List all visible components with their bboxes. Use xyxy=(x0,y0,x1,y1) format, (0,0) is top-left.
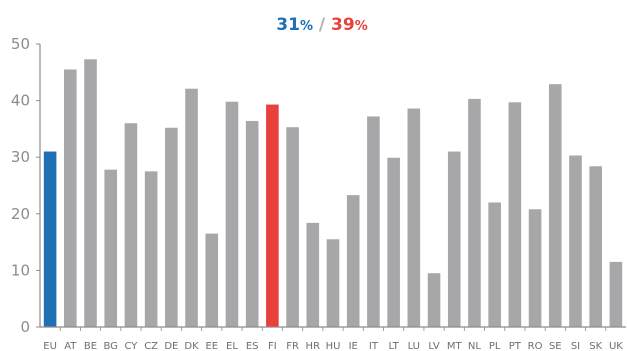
bar-pt xyxy=(508,102,522,327)
x-tick-label-eu: EU xyxy=(43,341,57,351)
bar-cy xyxy=(124,123,138,328)
bar-de xyxy=(165,127,178,327)
bar-pl xyxy=(488,202,501,327)
x-tick-label-uk: UK xyxy=(609,341,623,351)
x-tick-label-it: IT xyxy=(369,341,379,351)
x-tick-label-cy: CY xyxy=(124,341,138,351)
x-tick-label-sk: SK xyxy=(589,341,602,351)
bar-eu xyxy=(43,151,57,327)
headline-country-unit: % xyxy=(355,19,368,34)
bar-it xyxy=(367,116,380,327)
y-tick-label: 10 xyxy=(11,261,30,279)
bar-be xyxy=(84,59,97,327)
x-tick-label-ee: EE xyxy=(205,341,218,351)
x-tick-label-cz: CZ xyxy=(144,341,158,351)
bar-cz xyxy=(144,171,158,327)
bar-hu xyxy=(326,239,340,327)
bar-lu xyxy=(407,108,421,327)
y-tick-label: 40 xyxy=(11,92,30,110)
x-tick-label-pt: PT xyxy=(509,341,522,351)
bar-ee xyxy=(205,233,219,327)
x-tick-label-se: SE xyxy=(549,341,562,351)
bar-ie xyxy=(346,195,360,327)
x-tick-label-fi: FI xyxy=(268,341,277,351)
x-tick-label-lu: LU xyxy=(408,341,420,351)
bar-fr xyxy=(286,127,299,328)
x-tick-label-si: SI xyxy=(571,341,580,351)
bar-at xyxy=(64,69,77,327)
bar-fi xyxy=(266,104,279,327)
x-tick-label-ie: IE xyxy=(349,341,358,351)
x-tick-label-de: DE xyxy=(164,341,178,351)
bar-sk xyxy=(589,166,602,327)
y-tick-label: 50 xyxy=(11,35,30,53)
bar-nl xyxy=(468,98,481,327)
headline-eu-unit: % xyxy=(300,19,313,34)
headline-separator: / xyxy=(313,15,331,35)
bar-lv xyxy=(427,273,441,327)
bars xyxy=(43,59,623,328)
x-tick-label-es: ES xyxy=(246,341,259,351)
bar-bg xyxy=(104,169,118,327)
x-tick-label-nl: NL xyxy=(468,341,481,351)
y-axis: 0 10 20 30 40 50 xyxy=(11,35,41,336)
x-tick-label-ro: RO xyxy=(528,341,543,351)
bar-dk xyxy=(185,88,198,328)
x-tick-label-el: EL xyxy=(226,341,238,351)
x-tick-label-lt: LT xyxy=(388,341,399,351)
bar-es xyxy=(245,120,259,327)
headline-eu-value: 31 xyxy=(276,15,300,35)
bar-uk xyxy=(609,261,623,327)
bar-el xyxy=(225,101,239,328)
x-tick-label-be: BE xyxy=(84,341,97,351)
bar-si xyxy=(569,155,582,327)
bar-lt xyxy=(387,157,400,327)
bar-mt xyxy=(447,151,461,327)
x-tick-label-bg: BG xyxy=(104,341,118,351)
x-tick-label-dk: DK xyxy=(184,341,199,351)
y-tick-label: 20 xyxy=(11,205,30,223)
x-tick-label-pl: PL xyxy=(489,341,501,351)
x-axis: EU AT BE BG CY CZ DE DK EE EL ES FI FR HR HU IE IT LT LU LV… xyxy=(40,326,626,351)
x-tick-label-fr: FR xyxy=(286,341,299,351)
x-tick-label-lv: LV xyxy=(428,341,439,351)
bar-hr xyxy=(306,222,320,327)
x-tick-label-hu: HU xyxy=(326,341,341,351)
y-tick-label: 0 xyxy=(20,318,30,336)
y-tick-label: 30 xyxy=(11,148,30,166)
bar-ro xyxy=(528,209,542,327)
headline-country-value: 39 xyxy=(331,15,355,35)
x-tick-label-hr: HR xyxy=(306,341,321,351)
x-tick-label-mt: MT xyxy=(447,341,463,351)
bar-se xyxy=(548,84,562,327)
x-tick-label-at: AT xyxy=(64,341,77,351)
chart-headline: 31% / 39% xyxy=(276,15,367,35)
